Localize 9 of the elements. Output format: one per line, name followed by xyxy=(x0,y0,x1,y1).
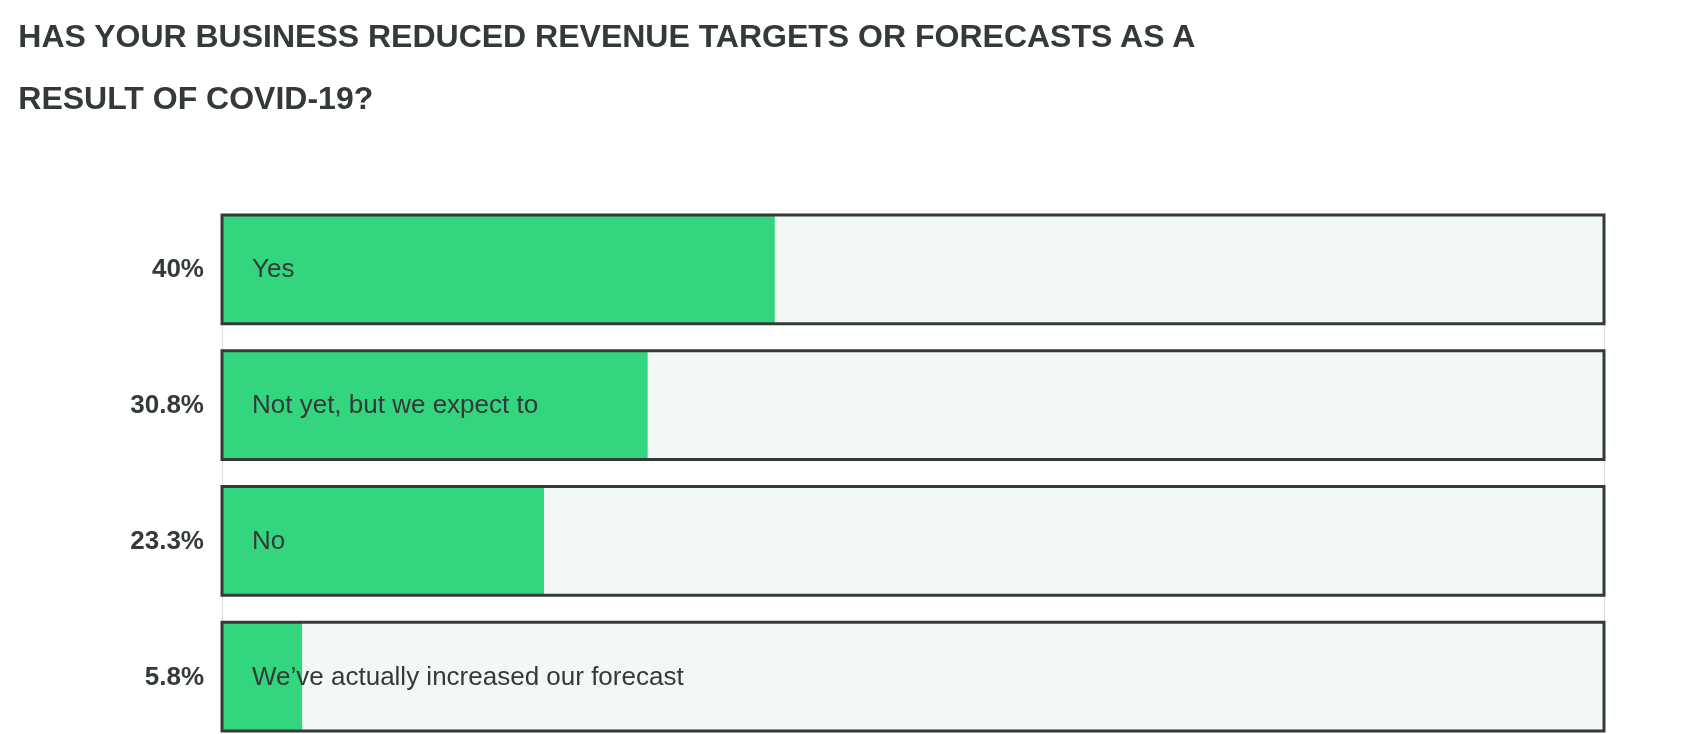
y-tick-label: Not yet, but we expect to xyxy=(252,389,539,420)
data-label: 40% xyxy=(151,253,204,284)
bar xyxy=(222,486,545,596)
data-label: 30.8% xyxy=(130,389,204,420)
y-tick-label: No xyxy=(252,524,286,555)
data-label: 23.3% xyxy=(130,524,204,555)
data-label: 5.8% xyxy=(144,660,204,691)
y-tick-label: Yes xyxy=(252,253,295,284)
chart-title: HAS YOUR BUSINESS REDUCED REVENUE TARGETS OR FORECASTS AS A RESULT OF COVID-19? xyxy=(18,17,1196,116)
